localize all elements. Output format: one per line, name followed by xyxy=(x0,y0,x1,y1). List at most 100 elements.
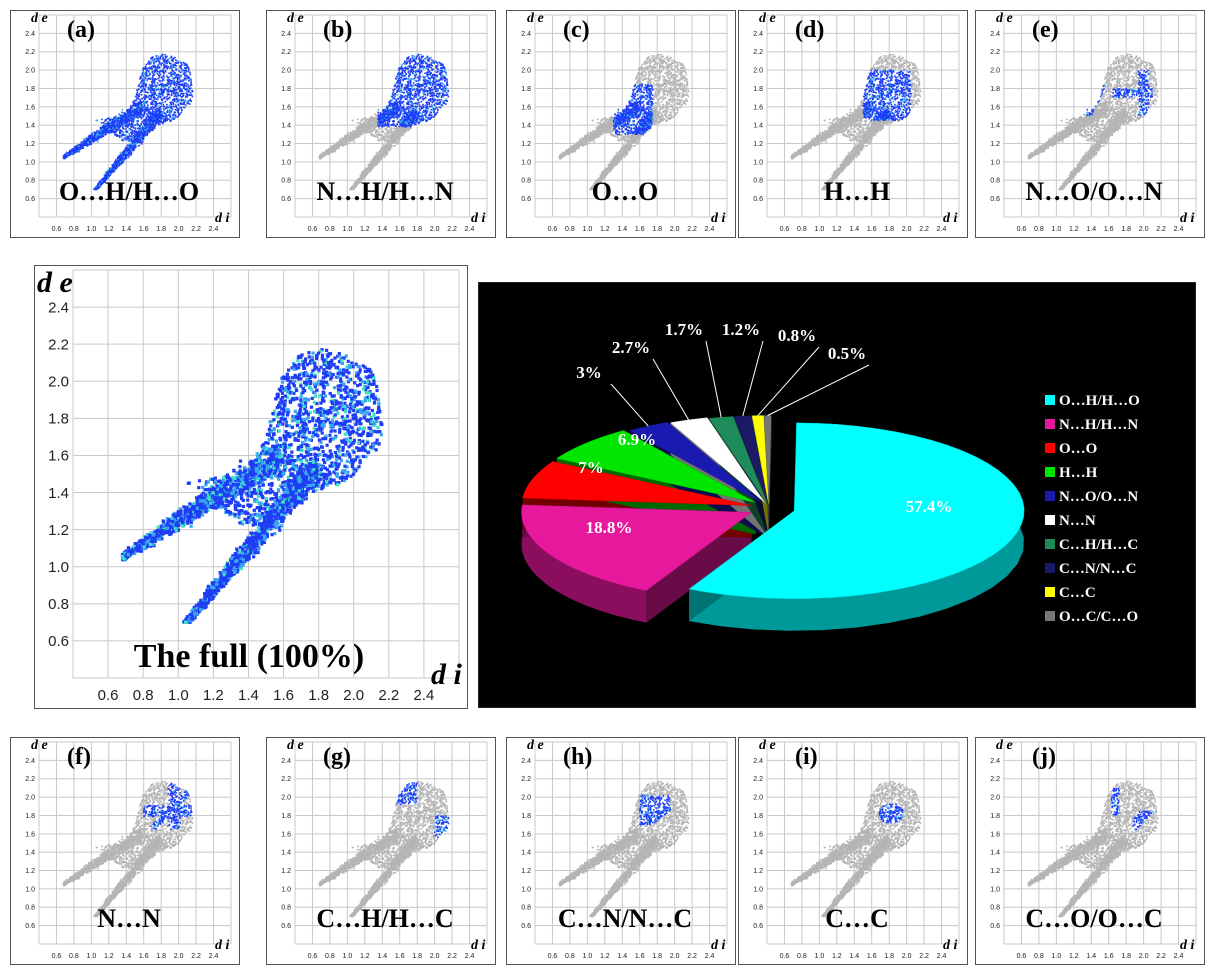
data-point xyxy=(86,137,88,140)
data-point xyxy=(186,89,189,91)
y-tick-label: 1.6 xyxy=(25,104,35,111)
data-point xyxy=(424,118,426,120)
data-point xyxy=(169,56,172,59)
data-point xyxy=(120,136,123,139)
data-point xyxy=(128,119,131,122)
data-point xyxy=(393,145,395,147)
data-point xyxy=(175,101,178,104)
data-point xyxy=(137,89,139,91)
data-point xyxy=(166,98,168,100)
y-tick-label: 1.2 xyxy=(281,141,291,148)
data-point xyxy=(345,135,348,138)
data-point xyxy=(189,92,192,94)
data-point xyxy=(137,108,139,110)
data-point xyxy=(150,106,152,109)
data-point xyxy=(64,157,66,160)
data-point xyxy=(155,72,158,74)
data-point xyxy=(150,123,153,126)
data-point xyxy=(73,149,75,152)
data-point xyxy=(118,132,121,134)
data-point xyxy=(130,143,133,146)
data-point xyxy=(145,72,148,75)
data-point xyxy=(139,140,141,143)
data-point xyxy=(162,65,165,67)
data-point xyxy=(137,107,139,109)
data-point xyxy=(116,166,118,169)
data-point xyxy=(445,71,447,74)
data-point xyxy=(364,130,366,133)
data-point xyxy=(137,127,140,129)
data-point xyxy=(135,95,138,98)
data-point xyxy=(386,132,389,134)
data-point xyxy=(137,102,140,104)
data-point xyxy=(166,68,168,70)
data-point xyxy=(118,113,120,116)
data-point xyxy=(107,131,109,134)
data-point xyxy=(160,55,162,57)
data-point xyxy=(143,126,146,128)
data-point xyxy=(150,86,152,89)
data-point xyxy=(140,89,143,92)
data-point xyxy=(138,114,141,116)
data-point xyxy=(130,116,133,118)
data-point xyxy=(170,119,173,122)
data-point xyxy=(150,129,152,132)
data-point xyxy=(98,132,100,135)
data-point xyxy=(165,114,168,116)
data-point xyxy=(105,126,108,129)
data-point xyxy=(155,111,158,114)
data-point xyxy=(161,90,163,92)
data-point xyxy=(177,81,180,84)
data-point xyxy=(149,122,151,125)
data-point xyxy=(125,119,127,121)
data-point xyxy=(145,120,147,122)
data-point xyxy=(108,130,110,133)
data-point xyxy=(115,163,118,166)
data-point xyxy=(118,127,120,130)
data-point xyxy=(182,101,184,104)
data-point xyxy=(158,95,161,98)
data-point xyxy=(413,77,415,80)
data-point xyxy=(184,63,187,66)
data-point xyxy=(180,75,182,78)
data-point xyxy=(131,146,134,149)
data-point xyxy=(146,134,148,137)
data-point xyxy=(167,109,169,112)
data-point xyxy=(83,139,86,142)
data-point xyxy=(118,135,121,137)
data-point xyxy=(115,115,117,118)
data-point xyxy=(147,62,149,65)
data-point xyxy=(180,99,182,102)
data-point xyxy=(153,77,156,80)
data-point xyxy=(150,107,152,110)
data-point xyxy=(169,62,172,64)
data-point xyxy=(130,154,132,156)
data-point xyxy=(411,109,413,111)
data-point xyxy=(158,75,161,77)
data-point xyxy=(157,57,160,59)
data-point xyxy=(138,95,140,98)
data-point xyxy=(132,100,135,103)
data-point xyxy=(145,121,148,124)
data-point xyxy=(143,119,146,121)
data-point xyxy=(148,86,150,89)
data-point xyxy=(118,123,120,126)
data-point xyxy=(445,73,448,76)
data-point xyxy=(176,82,178,85)
data-point xyxy=(177,110,179,113)
data-point xyxy=(168,85,171,88)
data-point xyxy=(69,152,72,154)
data-point xyxy=(429,73,431,76)
data-point xyxy=(177,109,180,111)
data-point xyxy=(148,95,150,98)
data-point xyxy=(151,127,154,130)
data-point xyxy=(98,181,101,183)
data-point xyxy=(135,93,138,95)
data-point xyxy=(141,106,143,109)
data-point xyxy=(162,111,164,114)
data-point xyxy=(113,116,115,119)
data-point xyxy=(169,115,172,117)
data-point xyxy=(139,78,141,80)
data-point xyxy=(164,117,167,120)
data-point xyxy=(130,152,133,154)
